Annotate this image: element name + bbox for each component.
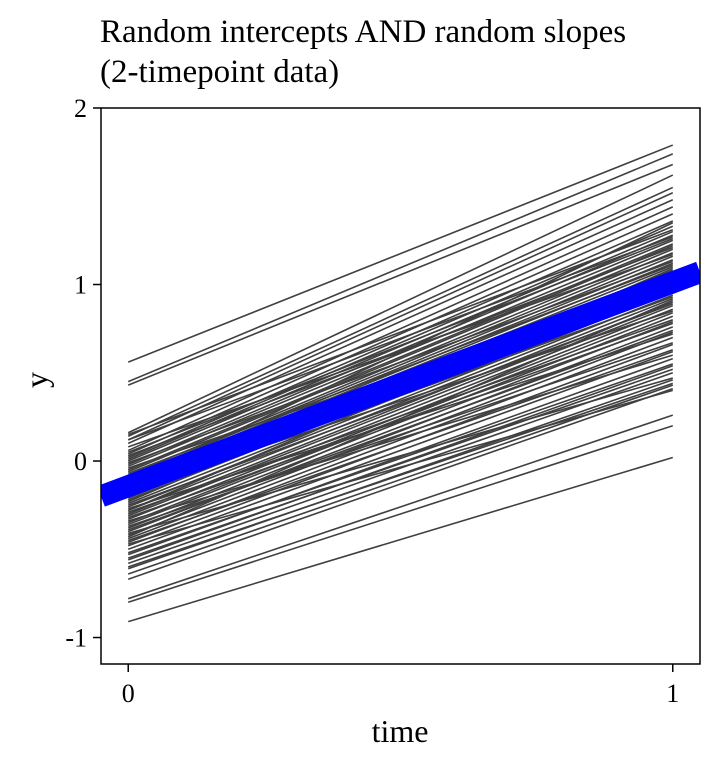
chart-title-line-2: (2-timepoint data) bbox=[100, 54, 340, 90]
axes: 0 1 -1 0 1 2 bbox=[65, 94, 679, 708]
individual-line-69 bbox=[127, 349, 674, 542]
individual-line-50 bbox=[127, 424, 674, 603]
individual-line-42 bbox=[127, 350, 674, 551]
individual-line-79 bbox=[127, 237, 674, 453]
individual-line-12 bbox=[127, 234, 674, 466]
individual-line-49 bbox=[127, 414, 674, 600]
individual-line-39 bbox=[127, 331, 674, 540]
individual-line-52 bbox=[127, 253, 674, 448]
individual-line-7 bbox=[127, 206, 674, 452]
individual-line-51 bbox=[127, 456, 674, 623]
individual-line-2 bbox=[127, 163, 674, 386]
y-tick-label-0: -1 bbox=[65, 624, 87, 653]
individual-line-44 bbox=[127, 364, 674, 561]
individual-line-5 bbox=[127, 191, 674, 441]
individual-line-3 bbox=[127, 174, 674, 434]
individual-line-38 bbox=[127, 326, 674, 536]
y-axis-label: y bbox=[18, 372, 54, 388]
individual-line-71 bbox=[127, 229, 674, 436]
individual-line-46 bbox=[127, 379, 674, 570]
plot-area bbox=[101, 144, 700, 623]
x-tick-label-1: 1 bbox=[666, 679, 679, 708]
individual-line-75 bbox=[127, 368, 674, 559]
x-tick-label-0: 0 bbox=[122, 679, 135, 708]
individual-line-68 bbox=[127, 329, 674, 531]
individual-line-76 bbox=[127, 222, 674, 483]
individual-line-6 bbox=[127, 199, 674, 445]
individual-line-64 bbox=[127, 363, 674, 554]
individual-line-0 bbox=[127, 144, 674, 363]
individual-line-57 bbox=[128, 377, 673, 535]
individual-line-8 bbox=[127, 213, 674, 455]
y-tick-label-2: 1 bbox=[74, 271, 87, 300]
individual-line-62 bbox=[127, 319, 674, 513]
individual-line-15 bbox=[127, 244, 674, 473]
individual-line-11 bbox=[127, 230, 674, 462]
mean-line bbox=[101, 261, 700, 507]
plot-frame bbox=[100, 107, 701, 665]
individual-line-4 bbox=[127, 186, 674, 438]
individual-line-48 bbox=[127, 387, 674, 581]
individual-line-70 bbox=[127, 382, 674, 568]
individual-line-56 bbox=[127, 354, 674, 522]
y-tick-label-3: 2 bbox=[74, 94, 87, 123]
individual-line-9 bbox=[127, 220, 674, 459]
individual-line-30 bbox=[127, 294, 674, 512]
individual-line-77 bbox=[127, 299, 674, 538]
individual-line-74 bbox=[127, 322, 674, 519]
individual-line-72 bbox=[127, 260, 674, 464]
individual-line-59 bbox=[127, 236, 674, 441]
chart-title-line-1: Random intercepts AND random slopes bbox=[100, 14, 627, 50]
individual-line-63 bbox=[127, 341, 674, 528]
y-tick-label-1: 0 bbox=[74, 447, 87, 476]
x-axis-label: time bbox=[372, 713, 429, 749]
individual-line-31 bbox=[127, 297, 674, 515]
individual-line-1 bbox=[127, 153, 674, 383]
individual-line-58 bbox=[128, 389, 673, 545]
